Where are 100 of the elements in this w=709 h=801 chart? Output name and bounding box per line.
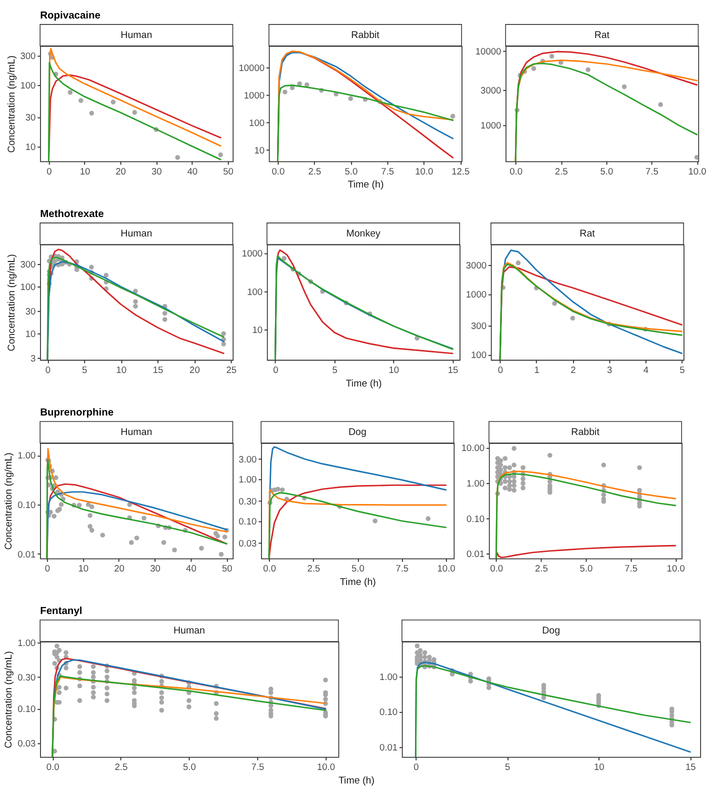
- y-tick-label: 100: [20, 282, 36, 292]
- y-axis-title: Concentration (ng/mL): [6, 56, 18, 153]
- x-tick-label: 0: [414, 762, 419, 772]
- chart-subtitle: Dog: [348, 427, 366, 438]
- x-tick-label: 2.5: [534, 564, 548, 574]
- x-tick-label: 0: [44, 564, 50, 574]
- x-tick-label: 25: [226, 365, 237, 376]
- chart-subtitle: Rat: [594, 30, 610, 42]
- x-axis-title: Time (h): [346, 378, 382, 390]
- y-tick-label: 1000: [480, 120, 502, 131]
- x-tick-label: 10.0: [437, 564, 456, 574]
- y-tick-label: 10.00: [461, 442, 485, 453]
- y-tick-label: 100: [249, 118, 265, 128]
- y-tick-label: 300: [20, 260, 36, 270]
- chart-subtitle: Human: [173, 626, 205, 637]
- x-tick-label: 50: [222, 564, 232, 574]
- x-tick-label: 5: [332, 365, 338, 376]
- y-tick-label: 100: [471, 350, 487, 360]
- chart-subtitle: Monkey: [346, 228, 381, 240]
- x-axis-title: Time (h): [338, 775, 374, 786]
- x-tick-label: 7.5: [251, 762, 264, 772]
- y-tick-label: 0.10: [18, 704, 36, 714]
- x-tick-label: 5: [82, 365, 88, 376]
- x-tick-label: 2.5: [307, 564, 320, 574]
- x-tick-label: 50: [223, 166, 234, 177]
- y-tick-label: 0.03: [18, 738, 36, 749]
- y-axis-title: Concentration (ng/mL): [6, 254, 18, 352]
- x-tick-label: 0: [498, 365, 504, 376]
- chart-subtitle: Rabbit: [571, 427, 600, 438]
- x-tick-label: 20: [116, 166, 126, 177]
- x-tick-label: 10: [116, 365, 126, 376]
- x-tick-label: 40: [187, 166, 198, 177]
- y-tick-label: 10: [25, 329, 36, 340]
- x-tick-label: 0.0: [510, 166, 522, 177]
- y-tick-label: 0.03: [238, 538, 257, 548]
- x-tick-label: 15: [152, 365, 164, 376]
- x-tick-label: 5.0: [600, 166, 614, 177]
- x-tick-label: 10: [80, 166, 90, 177]
- chart-subtitle: Human: [120, 30, 152, 42]
- y-tick-label: 30: [25, 306, 36, 317]
- y-tick-label: 0.10: [379, 707, 398, 718]
- y-tick-label: 3: [30, 354, 36, 364]
- x-tick-label: 0.0: [46, 762, 60, 772]
- y-tick-label: 0.10: [466, 514, 485, 524]
- x-tick-label: 0: [46, 166, 52, 177]
- y-tick-label: 3000: [466, 260, 487, 271]
- chart-subtitle: Human: [120, 228, 152, 240]
- x-tick-label: 10.0: [316, 762, 336, 772]
- x-tick-label: 0.0: [490, 564, 504, 574]
- x-tick-label: 12.5: [452, 166, 470, 177]
- y-tick-label: 1000: [466, 290, 487, 300]
- y-tick-label: 30: [25, 112, 36, 123]
- x-tick-label: 0: [45, 365, 51, 376]
- x-tick-label: 40: [186, 564, 196, 574]
- y-tick-label: 10: [254, 145, 265, 156]
- y-axis-title: Concentration (ng/mL): [4, 452, 15, 550]
- x-tick-label: 7.5: [396, 564, 409, 574]
- x-tick-label: 30: [150, 564, 160, 574]
- x-tick-label: 0: [273, 365, 278, 376]
- y-tick-label: 10: [25, 142, 36, 152]
- y-tick-label: 0.10: [238, 516, 257, 526]
- x-tick-label: 7.5: [646, 166, 658, 177]
- y-tick-label: 0.01: [466, 549, 485, 560]
- chart-title: Fentanyl: [40, 606, 82, 618]
- x-tick-label: 0.0: [272, 166, 285, 177]
- x-tick-label: 3: [606, 365, 612, 376]
- x-tick-label: 20: [114, 564, 124, 574]
- x-tick-label: 15: [448, 365, 458, 376]
- y-tick-label: 0.30: [18, 672, 36, 682]
- x-tick-label: 5: [505, 762, 510, 772]
- x-tick-label: 7.5: [624, 564, 638, 574]
- y-tick-label: 1.00: [18, 638, 36, 648]
- chart-subtitle: Human: [120, 427, 152, 438]
- chart-title: Buprenorphine: [40, 408, 114, 419]
- x-tick-label: 5: [680, 365, 685, 376]
- x-tick-label: 10: [78, 564, 89, 574]
- y-tick-label: 0.01: [18, 549, 36, 560]
- y-tick-label: 100: [247, 286, 263, 297]
- x-tick-label: 4: [643, 365, 648, 376]
- y-tick-label: 10000: [475, 46, 502, 56]
- chart-subtitle: Rabbit: [351, 30, 380, 42]
- y-tick-label: 3.00: [238, 454, 257, 464]
- x-tick-label: 15: [685, 762, 696, 772]
- x-tick-label: 5.0: [182, 762, 196, 772]
- y-tick-label: 3000: [480, 85, 502, 96]
- y-tick-label: 1.00: [238, 474, 257, 484]
- x-tick-label: 10: [594, 762, 604, 772]
- y-tick-label: 10000: [238, 63, 265, 74]
- chart-title: Ropivacaine: [40, 10, 101, 22]
- x-tick-label: 5.0: [344, 166, 358, 177]
- x-tick-label: 5.0: [580, 564, 593, 574]
- x-tick-label: 1: [534, 365, 540, 376]
- y-tick-label: 1000: [244, 90, 265, 101]
- chart-subtitle: Dog: [542, 626, 560, 637]
- x-tick-label: 5.0: [351, 564, 364, 574]
- y-tick-label: 1.00: [466, 478, 485, 488]
- chart-subtitle: Rat: [580, 228, 596, 240]
- x-axis-title: Time (h): [340, 576, 376, 588]
- x-tick-label: 2.5: [308, 166, 322, 177]
- x-tick-label: 7.5: [381, 166, 394, 177]
